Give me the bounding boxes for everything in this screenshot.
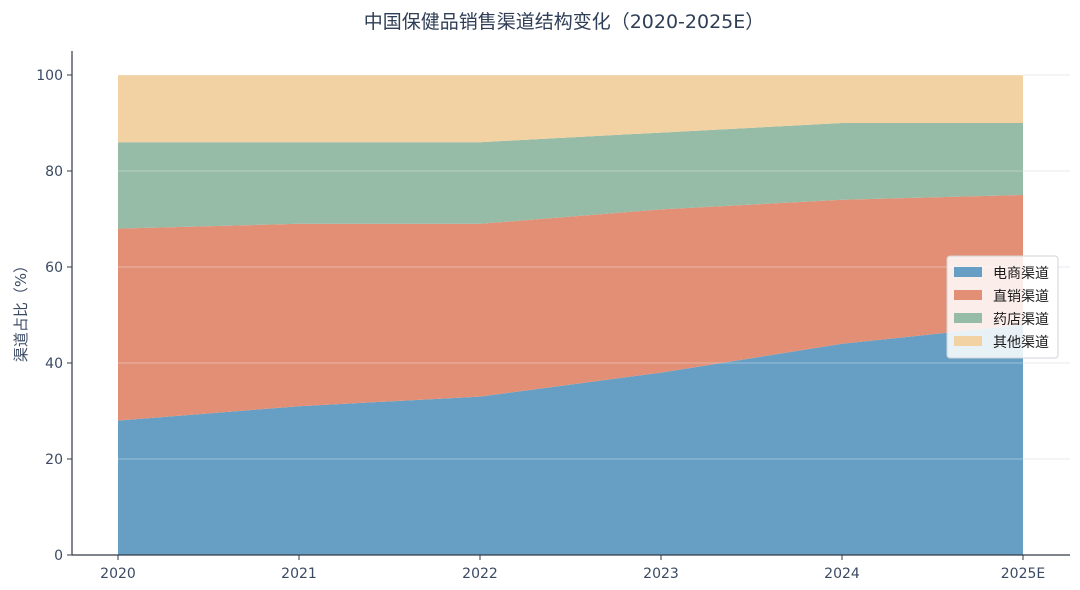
x-tick-label: 2024 (824, 566, 860, 582)
y-tick-label: 20 (45, 452, 63, 468)
axes: 0 20 40 60 80 100 2020 2021 2022 2023 2024 2025E (36, 51, 1070, 582)
area-series-2 (118, 195, 1023, 421)
y-tick-label: 100 (36, 68, 63, 84)
y-tick-label: 40 (45, 356, 63, 372)
x-tick-label: 2020 (100, 566, 136, 582)
legend-swatch (954, 267, 982, 277)
area-series-1 (118, 324, 1023, 555)
legend-swatch (954, 336, 982, 346)
legend-swatch (954, 313, 982, 323)
legend-label: 电商渠道 (993, 266, 1049, 282)
x-tick-label: 2025E (1001, 566, 1045, 582)
x-tick-label: 2022 (462, 566, 498, 582)
area-series-4 (118, 75, 1023, 143)
y-tick-label: 60 (45, 260, 63, 276)
y-axis-label: 渠道占比（%） (12, 258, 30, 362)
x-tick-label: 2023 (643, 566, 679, 582)
chart-title: 中国保健品销售渠道结构变化（2020-2025E） (364, 11, 765, 33)
area-series-group (118, 75, 1023, 555)
legend-box (946, 255, 1059, 359)
y-tick-label: 0 (54, 548, 63, 564)
y-tick-label: 80 (45, 164, 63, 180)
area-series-3 (118, 123, 1023, 229)
legend-label: 直销渠道 (993, 288, 1049, 305)
x-tick-label: 2021 (281, 566, 317, 582)
legend-swatch (954, 290, 982, 300)
legend-label: 药店渠道 (993, 312, 1049, 328)
legend-label: 其他渠道 (993, 335, 1049, 351)
